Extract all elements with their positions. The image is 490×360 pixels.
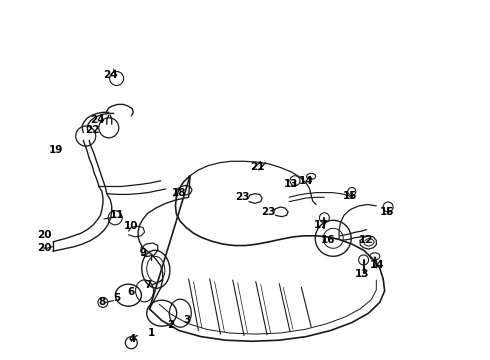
Text: 13: 13	[284, 179, 299, 189]
Text: 2: 2	[167, 320, 174, 330]
Text: 24: 24	[90, 114, 104, 125]
Text: 11: 11	[109, 210, 124, 220]
Text: 19: 19	[49, 145, 64, 156]
Text: 15: 15	[380, 207, 394, 217]
Text: 18: 18	[172, 188, 186, 198]
Text: 13: 13	[354, 269, 369, 279]
Text: 3: 3	[184, 315, 191, 325]
Text: 17: 17	[314, 220, 328, 230]
Text: 10: 10	[124, 221, 139, 231]
Text: 21: 21	[250, 162, 265, 172]
Text: 14: 14	[370, 260, 385, 270]
Text: 8: 8	[98, 297, 105, 307]
Text: 6: 6	[128, 287, 135, 297]
Text: 24: 24	[103, 70, 118, 80]
Text: 14: 14	[299, 176, 314, 186]
Text: 7: 7	[144, 280, 152, 290]
Text: 23: 23	[261, 207, 276, 217]
Text: 5: 5	[113, 293, 120, 303]
Text: 16: 16	[321, 235, 336, 246]
Text: 22: 22	[85, 125, 99, 135]
Text: 4: 4	[128, 334, 136, 344]
Text: 9: 9	[140, 248, 147, 258]
Text: 1: 1	[148, 328, 155, 338]
Text: 12: 12	[359, 235, 374, 246]
Text: 20: 20	[37, 230, 51, 240]
Text: 20: 20	[37, 243, 51, 253]
Text: 23: 23	[235, 192, 250, 202]
Text: 15: 15	[343, 191, 358, 201]
